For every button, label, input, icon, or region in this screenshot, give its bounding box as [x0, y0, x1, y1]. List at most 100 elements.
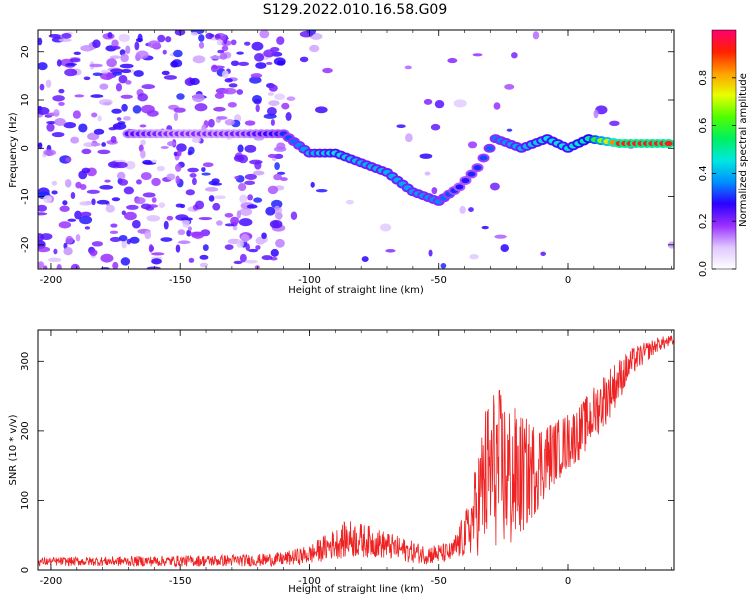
spectrogram-noise-blob	[123, 186, 135, 195]
spectrogram-ridge-point	[664, 140, 673, 147]
spectrogram-noise-blob	[51, 190, 58, 195]
spectrogram-noise-blob	[74, 94, 85, 98]
spectrogram-noise-blob	[267, 185, 279, 195]
spectrogram-noise-blob	[185, 189, 195, 196]
spectrogram-noise-blob	[322, 67, 333, 74]
spectrogram-noise-blob	[151, 197, 157, 203]
spectrogram-noise-blob	[72, 110, 81, 119]
spectrogram-y-tick-label: 20	[20, 45, 31, 58]
spectrogram-noise-blob	[48, 33, 62, 38]
spectrogram-noise-blob	[79, 201, 93, 206]
spectrogram-noise-blob	[160, 237, 173, 242]
spectrogram-noise-blob	[187, 226, 192, 231]
spectrogram-noise-blob	[87, 132, 100, 141]
spectrogram-noise-blob	[173, 112, 179, 121]
spectrogram-noise-blob	[236, 89, 244, 95]
spectrogram-noise-blob	[236, 239, 244, 248]
spectrogram-noise-blob	[118, 234, 128, 242]
spectrogram-noise-blob	[135, 38, 143, 42]
spectrogram-noise-blob	[192, 177, 197, 186]
spectrogram-noise-blob	[315, 188, 328, 193]
spectrogram-noise-blob	[109, 230, 119, 235]
spectrogram-noise-blob	[112, 261, 119, 269]
colorbar-tick-label: 0.6	[698, 118, 709, 134]
spectrogram-noise-blob	[246, 204, 258, 209]
spectrogram-noise-blob	[175, 175, 180, 185]
spectrogram-noise-blob	[192, 93, 205, 103]
spectrogram-noise-blob	[404, 65, 412, 70]
spectrogram-noise-blob	[84, 226, 91, 230]
spectrogram-noise-blob	[244, 180, 256, 186]
spectrogram-noise-blob	[81, 148, 92, 155]
spectrogram-noise-blob	[100, 253, 114, 263]
spectrogram-noise-blob	[46, 121, 57, 125]
spectrogram-noise-blob	[224, 78, 233, 83]
spectrogram-noise-blob	[273, 57, 286, 66]
spectrogram-noise-blob	[208, 195, 215, 202]
spectrogram-noise-blob	[431, 187, 438, 195]
spectrogram-noise-blob	[38, 261, 45, 269]
spectrogram-noise-blob	[493, 102, 501, 110]
spectrogram-noise-blob	[125, 80, 132, 85]
spectrogram-noise-blob	[205, 32, 214, 40]
spectrogram-noise-blob	[101, 142, 107, 147]
spectrogram-noise-blob	[139, 124, 147, 128]
spectrogram-noise-blob	[120, 257, 131, 266]
spectrogram-noise-blob	[263, 49, 275, 58]
spectrogram-noise-blob	[177, 229, 186, 236]
spectrogram-noise-blob	[361, 256, 369, 263]
snr-y-tick-label: 100	[20, 491, 31, 510]
spectrogram-noise-blob	[472, 53, 483, 57]
spectrogram-noise-blob	[309, 44, 320, 53]
colorbar-tick-label: 0.2	[698, 213, 709, 229]
spectrogram-noise-blob	[170, 60, 179, 68]
spectrogram-noise-blob	[115, 83, 123, 92]
spectrogram-noise-blob	[216, 39, 223, 46]
spectrogram-noise-blob	[65, 157, 72, 163]
spectrogram-noise-blob	[198, 216, 213, 221]
spectrogram-noise-blob	[132, 105, 142, 114]
snr-x-tick-label: -200	[40, 576, 63, 587]
spectrogram-noise-blob	[43, 195, 53, 204]
spectrogram-noise-blob	[43, 265, 48, 269]
spectrogram-noise-blob	[267, 153, 277, 159]
snr-y-tick-label: 200	[20, 421, 31, 440]
spectrogram-noise-blob	[447, 57, 458, 64]
spectrogram-noise-blob	[434, 99, 445, 109]
colorbar-tick-label: 0.0	[698, 261, 709, 277]
spectrogram-noise-blob	[192, 55, 206, 64]
spectrogram-noise-blob	[151, 177, 161, 187]
spectrogram-noise-blob	[227, 101, 237, 108]
snr-x-label: Height of straight line (km)	[288, 584, 424, 595]
spectrogram-noise-blob	[199, 262, 209, 268]
spectrogram-noise-blob	[239, 207, 253, 217]
spectrogram-noise-blob	[109, 236, 121, 243]
snr-y-tick-label: 0	[20, 567, 31, 573]
spectrogram-noise-blob	[424, 171, 431, 176]
spectrogram-noise-blob	[91, 112, 98, 118]
spectrogram-noise-blob	[109, 55, 121, 60]
spectrogram-noise-blob	[74, 210, 82, 220]
colorbar-tick-label: 0.8	[698, 70, 709, 86]
spectrogram-noise-blob	[38, 204, 48, 212]
spectrogram-noise-blob	[118, 74, 128, 84]
spectrogram-noise-blob	[280, 177, 288, 182]
spectrogram-noise-blob	[140, 139, 146, 146]
spectrogram-noise-blob	[62, 200, 68, 206]
spectrogram-noise-blob	[144, 230, 152, 240]
spectrogram-noise-blob	[233, 154, 245, 162]
spectrogram-noise-blob	[67, 218, 77, 222]
spectrogram-noise-blob	[151, 252, 165, 256]
spectrogram-noise-blob	[467, 141, 478, 149]
spectrogram-noise-blob	[119, 63, 134, 69]
spectrogram-noise-blob	[230, 216, 240, 225]
spectrogram-noise-blob	[75, 181, 82, 189]
spectrogram-noise-blob	[228, 83, 238, 88]
spectrogram-noise-blob	[224, 244, 234, 251]
spectrogram-noise-blob	[276, 142, 286, 150]
spectrogram-noise-blob	[70, 263, 80, 269]
spectrogram-noise-blob	[142, 192, 156, 198]
spectrogram-noise-blob	[310, 181, 315, 188]
spectrogram-noise-blob	[221, 70, 229, 79]
spectrogram-noise-blob	[90, 94, 104, 98]
